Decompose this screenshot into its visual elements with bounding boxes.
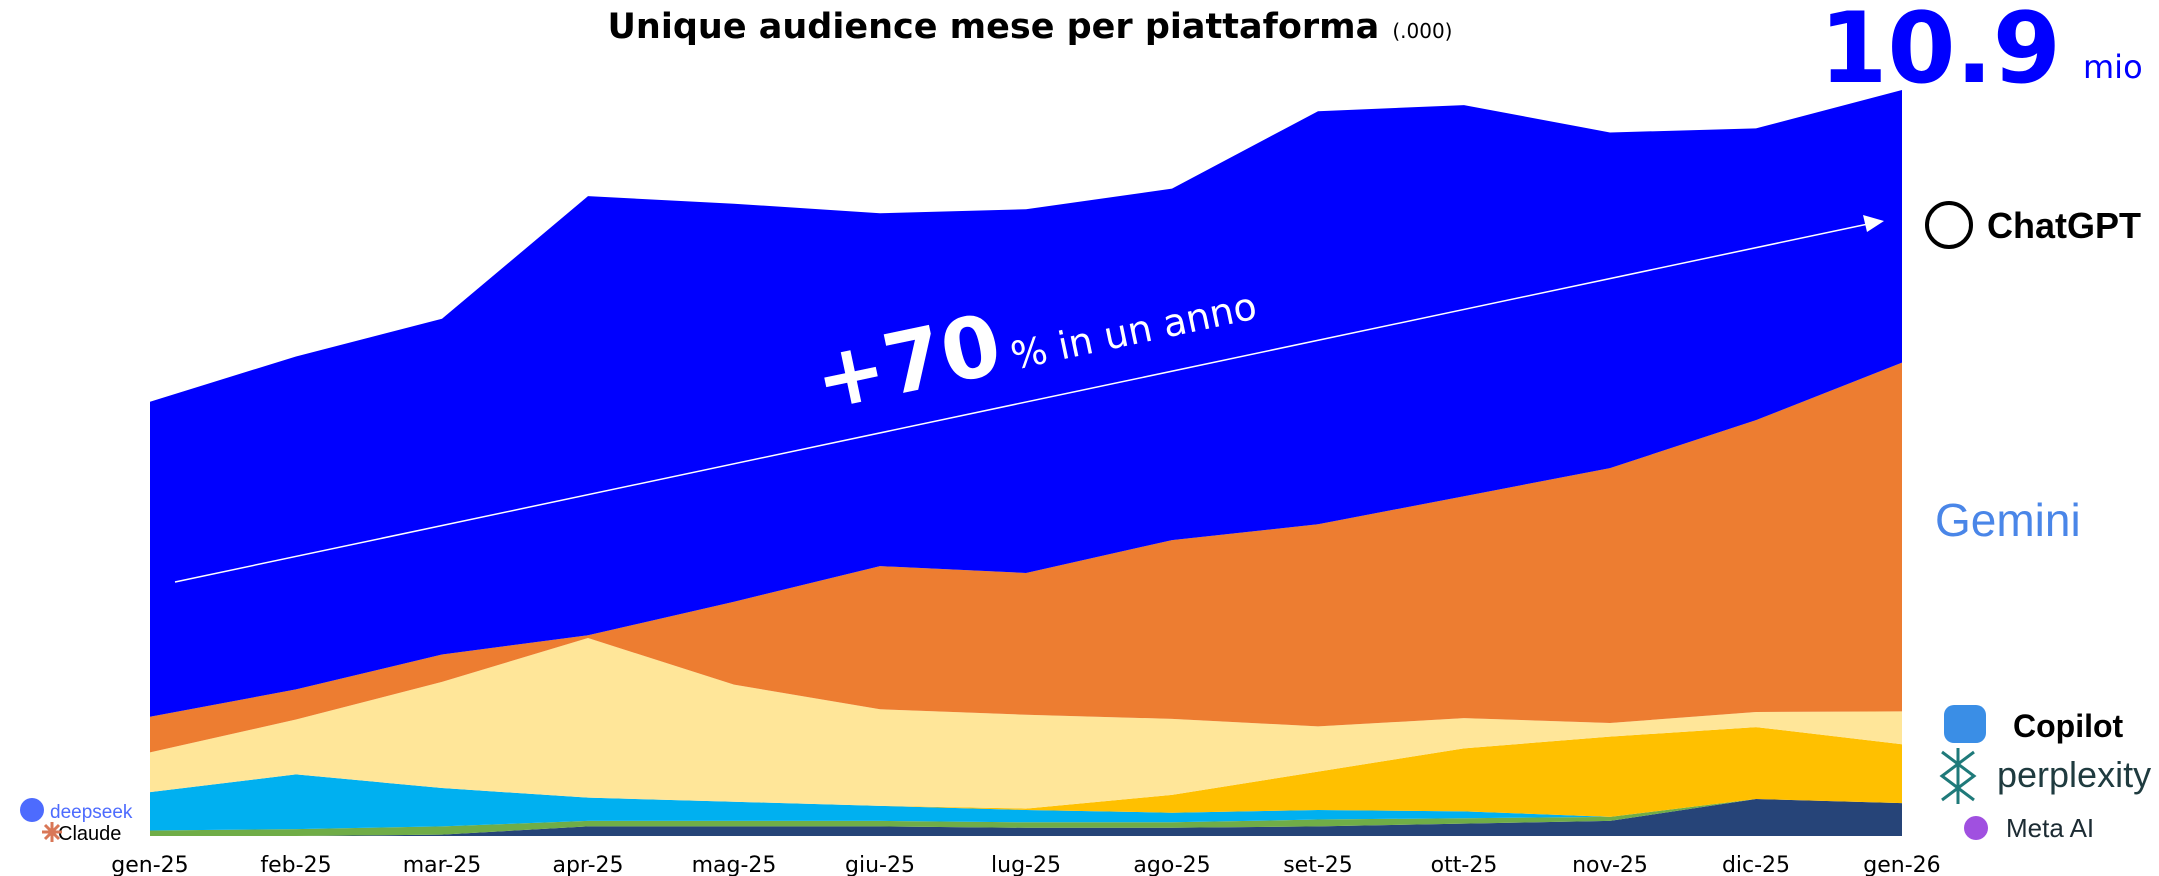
chatgpt-icon: [1925, 201, 1973, 249]
headline-unit: mio: [2083, 48, 2143, 86]
area: [150, 727, 1902, 817]
claude-icon: [42, 822, 62, 842]
chart-subtitle: (.000): [1392, 19, 1452, 43]
legend-label: Claude: [58, 823, 121, 845]
chart-title-group: Unique audience mese per piattaforma (.0…: [608, 7, 1453, 47]
legend-label: perplexity: [1997, 754, 2151, 795]
chart-title: Unique audience mese per piattaforma: [608, 7, 1380, 47]
legend-label: Meta AI: [2006, 813, 2094, 843]
headline-value: 10.9: [1819, 0, 2061, 106]
x-tick-label: mag-25: [692, 853, 777, 876]
x-tick-label: gen-26: [1863, 853, 1940, 876]
labels: gen-25 feb-25 mar-25 apr-25 mag-25 giu-25 lug-…: [20, 201, 2151, 876]
x-tick-label: apr-25: [552, 853, 623, 876]
area: [150, 362, 1902, 753]
area: [150, 638, 1902, 809]
copilot-icon: [1944, 705, 1986, 743]
legend-label: deepseek: [50, 802, 133, 823]
trend-arrow: [174, 223, 1869, 583]
x-tick-label: dic-25: [1722, 853, 1790, 876]
x-tick-label: set-25: [1283, 853, 1353, 876]
legend-label: Gemini: [1935, 494, 2081, 546]
meta-icon: [1964, 816, 1988, 840]
x-tick-label: giu-25: [845, 853, 915, 876]
areas: [150, 90, 1902, 836]
x-tick-label: ott-25: [1431, 853, 1498, 876]
area: [150, 799, 1902, 836]
legend-label: ChatGPT: [1987, 205, 2141, 246]
x-tick-label: mar-25: [403, 853, 481, 876]
x-tick-label: lug-25: [991, 853, 1061, 876]
x-tick-label: nov-25: [1572, 853, 1648, 876]
perplexity-icon: [1939, 748, 1977, 804]
x-tick-label: gen-25: [111, 853, 188, 876]
deepseek-icon: [20, 798, 44, 822]
arrow-head: [1863, 215, 1884, 232]
area: [150, 799, 1902, 836]
area: [150, 774, 1902, 831]
legend-label: Copilot: [2013, 708, 2124, 744]
x-tick-label: feb-25: [260, 853, 331, 876]
area: [150, 90, 1902, 717]
x-tick-label: ago-25: [1133, 853, 1210, 876]
